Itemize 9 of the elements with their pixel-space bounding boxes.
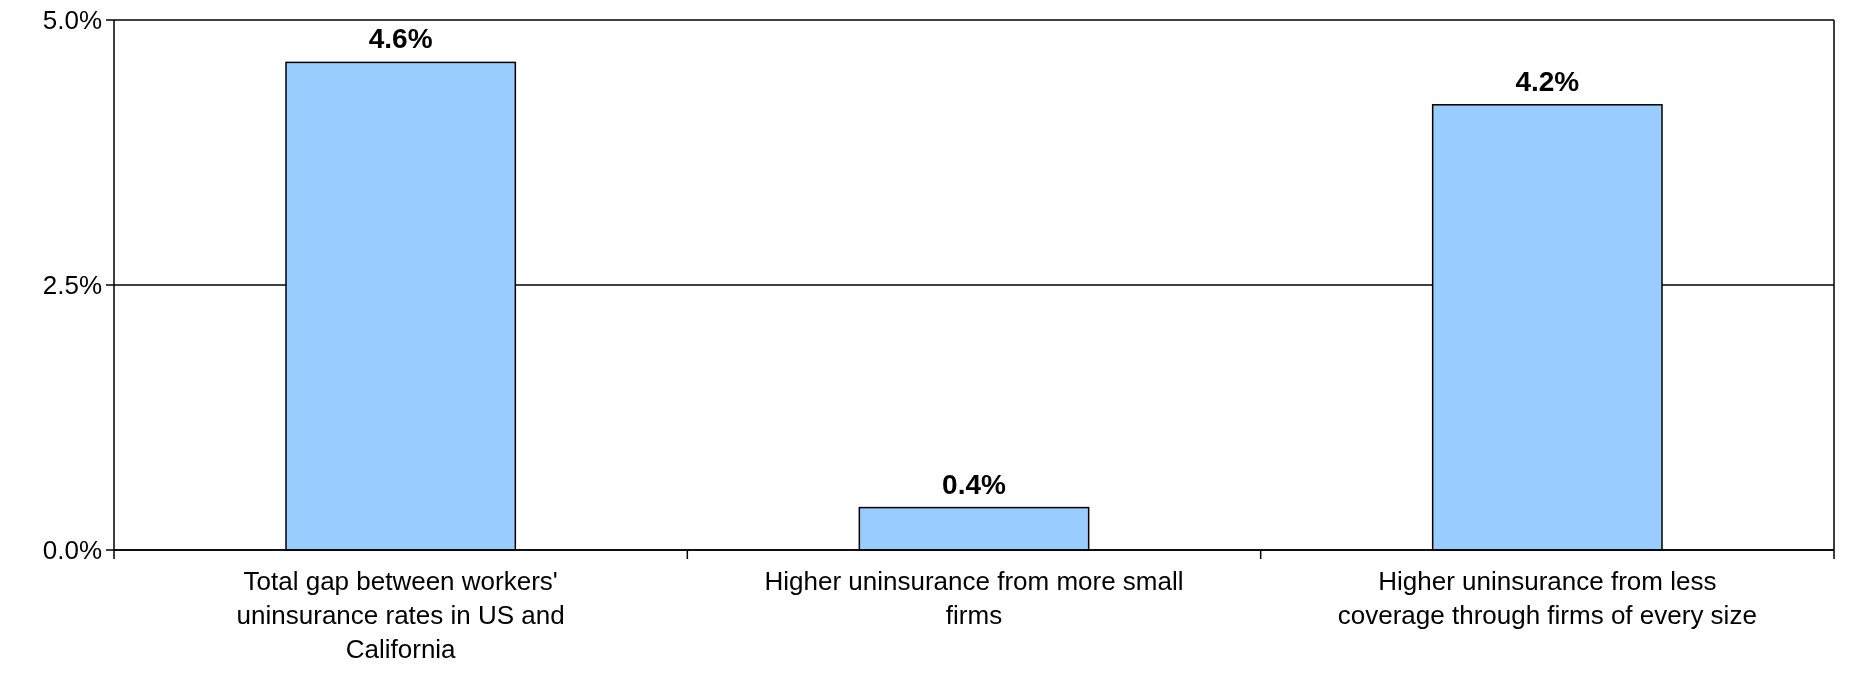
data-label: 4.6%: [368, 23, 433, 55]
data-label: 0.4%: [942, 468, 1007, 500]
y-tick-label: 5.0%: [42, 5, 102, 36]
x-tick-label: Higher uninsurance from more small firms: [764, 566, 1184, 630]
y-tick-label: 0.0%: [42, 535, 102, 566]
x-tick-label: Total gap between workers' uninsurance rates in US and California: [236, 566, 565, 664]
y-tick-label: 2.5%: [42, 270, 102, 301]
data-label: 4.2%: [1515, 65, 1580, 97]
x-tick-label: Higher uninsurance from less coverage through firms of every size: [1337, 566, 1757, 630]
